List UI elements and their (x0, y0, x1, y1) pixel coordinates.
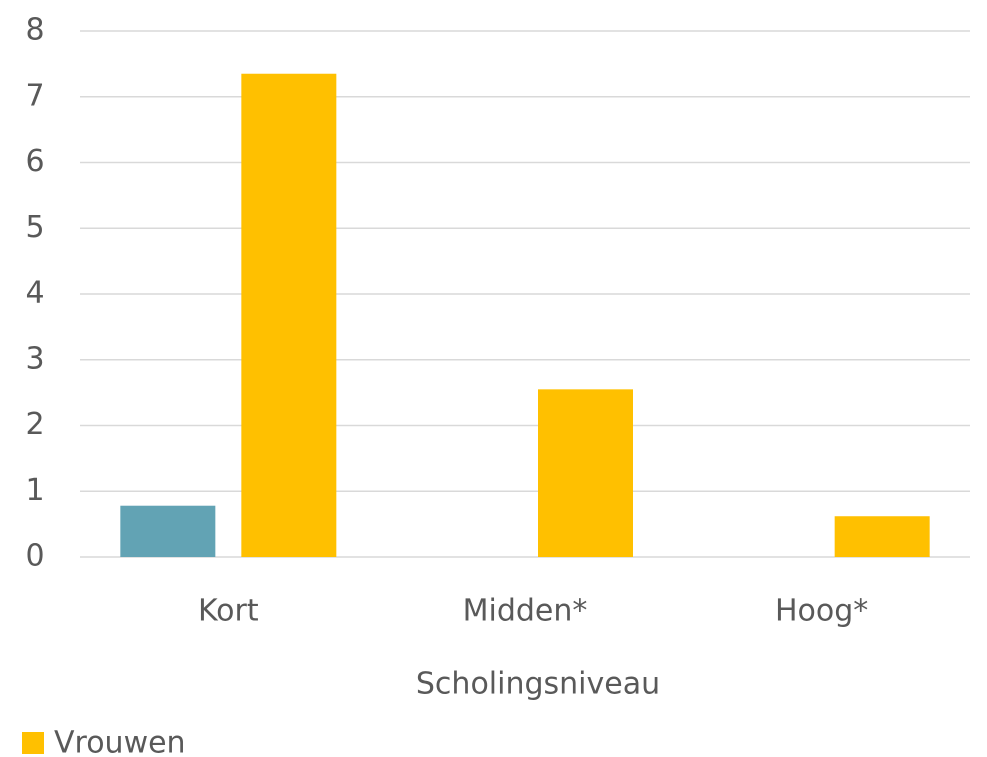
bar (834, 516, 930, 557)
y-tick-label: 8 (25, 13, 44, 48)
bar (538, 389, 633, 557)
x-tick-label: Kort (198, 594, 259, 629)
y-tick-label: 4 (25, 276, 44, 311)
legend-swatch (22, 732, 44, 754)
x-tick-label: Hoog* (775, 594, 868, 629)
y-tick-label: 6 (25, 144, 44, 179)
y-tick-label: 1 (25, 473, 44, 508)
y-tick-label: 0 (25, 539, 44, 574)
bar (120, 505, 216, 557)
y-tick-label: 7 (25, 78, 44, 113)
y-tick-label: 2 (25, 407, 44, 442)
x-tick-label: Midden* (463, 594, 588, 629)
x-axis-label: Scholingsniveau (416, 667, 660, 702)
bar (241, 73, 337, 558)
y-tick-label: 5 (25, 210, 44, 245)
legend-label: Vrouwen (54, 726, 186, 757)
y-tick-label: 3 (25, 341, 44, 376)
